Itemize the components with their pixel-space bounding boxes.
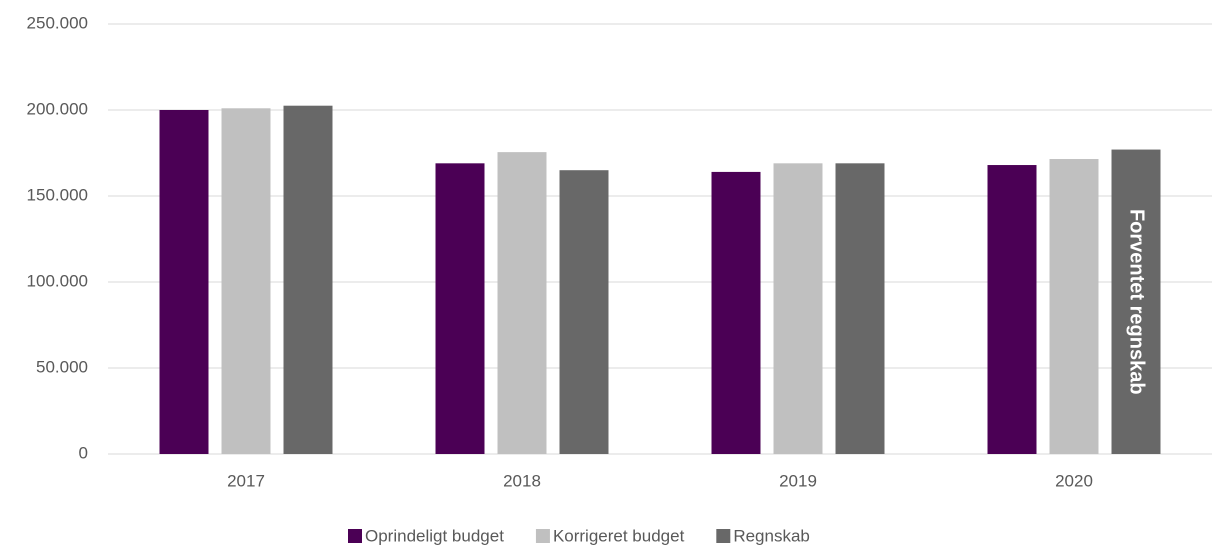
y-tick-label: 250.000 <box>27 13 88 32</box>
bar <box>559 170 609 454</box>
legend-swatch <box>535 529 550 543</box>
y-tick-label: 150.000 <box>27 185 88 204</box>
bar <box>1049 159 1099 454</box>
bar <box>283 105 333 454</box>
legend-label: Oprindeligt budget <box>365 526 504 545</box>
y-tick-label: 0 <box>79 443 88 462</box>
y-tick-label: 100.000 <box>27 271 88 290</box>
x-tick-label: 2020 <box>1055 471 1093 490</box>
bar <box>221 108 271 454</box>
annotation: Forventet regnskab <box>1126 209 1148 395</box>
legend-label: Korrigeret budget <box>553 526 685 545</box>
x-tick-label: 2019 <box>779 471 817 490</box>
bar <box>835 163 885 454</box>
legend-swatch <box>348 529 362 543</box>
bar <box>497 152 547 454</box>
legend-swatch <box>716 529 731 543</box>
bar <box>773 163 823 454</box>
bar <box>987 165 1037 455</box>
x-tick-label: 2018 <box>503 471 541 490</box>
x-tick-label: 2017 <box>227 471 265 490</box>
bar <box>435 163 485 454</box>
bar <box>1111 149 1161 454</box>
y-tick-label: 200.000 <box>27 99 88 118</box>
bar <box>159 110 209 454</box>
y-tick-label: 50.000 <box>36 357 88 376</box>
bar <box>711 171 761 455</box>
legend-label: Regnskab <box>733 526 810 545</box>
